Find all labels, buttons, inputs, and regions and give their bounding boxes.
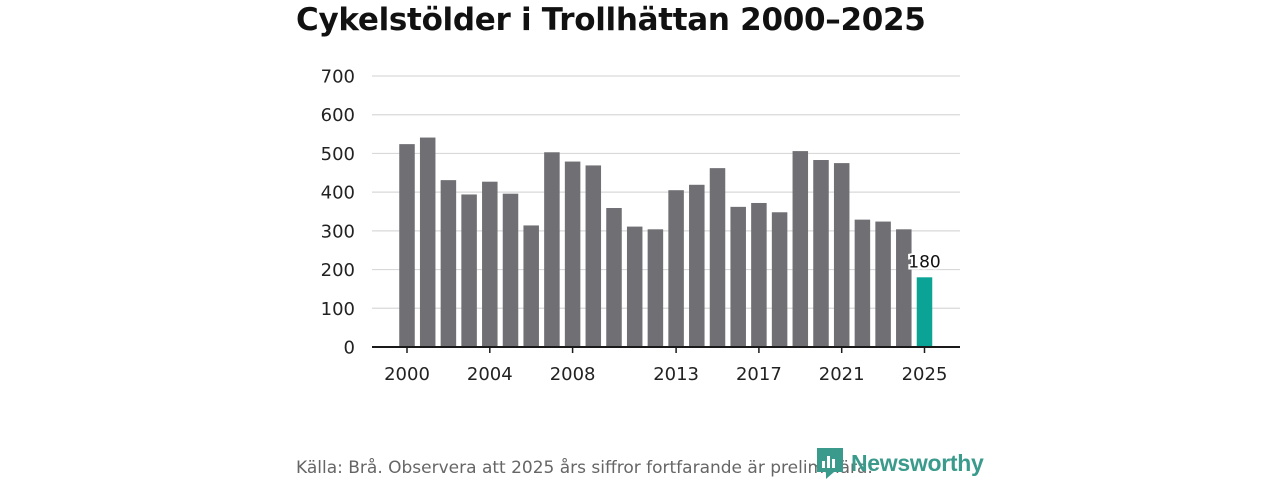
bar: [585, 165, 602, 347]
y-tick-label: 400: [321, 183, 355, 204]
highlight-bar: [916, 277, 933, 347]
newsworthy-logo-text: Newsworthy: [851, 449, 984, 476]
x-tick-label: 2013: [653, 364, 699, 385]
bar: [564, 161, 581, 347]
x-tick-label: 2000: [384, 364, 430, 385]
x-tick-label: 2017: [736, 364, 782, 385]
y-tick-label: 600: [321, 105, 355, 126]
bar: [751, 202, 767, 347]
newsworthy-logo: Newsworthy: [815, 446, 984, 480]
chart-title: Cykelstölder i Trollhättan 2000–2025: [296, 2, 926, 38]
bar: [461, 194, 477, 347]
bar: [440, 180, 457, 347]
y-tick-label: 500: [321, 144, 355, 165]
bar: [792, 151, 809, 347]
x-tick-label: 2008: [550, 364, 596, 385]
bar: [833, 163, 850, 347]
bar: [668, 190, 684, 347]
bar: [626, 226, 643, 347]
newsworthy-logo-icon: [817, 448, 843, 479]
bar: [689, 184, 705, 347]
bar: [419, 137, 436, 347]
bar: [647, 229, 664, 347]
bar: [813, 160, 829, 347]
bar: [523, 225, 539, 347]
x-tick-label: 2021: [819, 364, 865, 385]
x-tick-label: 2025: [902, 364, 948, 385]
source-note: Källa: Brå. Observera att 2025 års siffr…: [296, 458, 873, 478]
bar: [399, 144, 415, 347]
bar: [502, 193, 519, 347]
y-tick-label: 0: [344, 338, 355, 359]
bar: [709, 168, 726, 347]
y-tick-label: 700: [321, 67, 355, 88]
bar: [482, 181, 498, 347]
y-tick-label: 300: [321, 221, 355, 242]
highlight-data-label: 180: [908, 252, 940, 272]
bar: [896, 229, 912, 347]
bar: [606, 208, 622, 347]
bar: [854, 219, 871, 347]
bar: [771, 212, 788, 347]
y-tick-label: 200: [321, 260, 355, 281]
bar: [875, 221, 891, 347]
y-tick-label: 100: [321, 299, 355, 320]
bar: [730, 206, 746, 347]
bar: [544, 152, 560, 347]
bar-chart: 0 100 200 300 400 500 600 700 2000 2004 2008 2013 20…: [321, 67, 960, 385]
x-tick-label: 2004: [467, 364, 513, 385]
